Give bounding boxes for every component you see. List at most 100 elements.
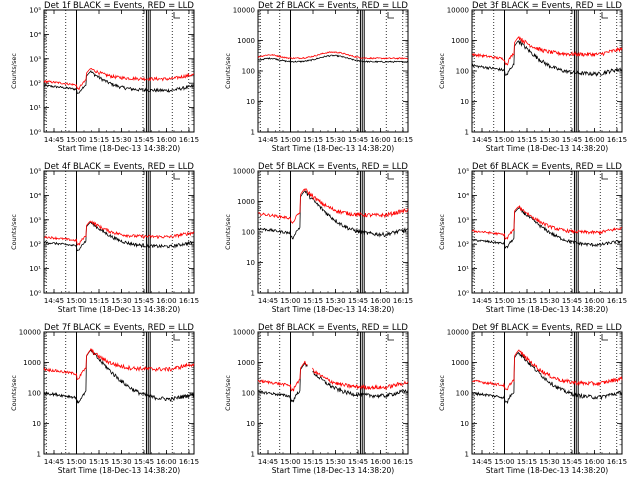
x-tick-label: 15:00	[494, 297, 514, 305]
x-tick-label: 15:00	[494, 458, 514, 466]
y-tick-label: 10²	[29, 241, 41, 249]
x-tick-label: 15:45	[562, 458, 582, 466]
x-tick-label: 16:15	[393, 297, 413, 305]
y-tick-label: 100	[242, 68, 255, 76]
panel-title: Det 2f BLACK = Events, RED = LLD	[258, 1, 408, 11]
y-tick-label: 10	[246, 420, 255, 428]
y-tick-label: 1000	[23, 359, 41, 367]
y-tick-label: 10⁰	[29, 129, 41, 137]
x-tick-label: 16:00	[156, 136, 176, 144]
series-line-events	[43, 70, 195, 94]
series-line-lld	[43, 67, 195, 91]
panel-title: Det 5f BLACK = Events, RED = LLD	[258, 162, 408, 172]
y-tick-label: 10	[460, 420, 469, 428]
y-tick-label: 100	[242, 390, 255, 398]
x-tick-label: 16:00	[156, 297, 176, 305]
y-tick-label: 10⁴	[457, 192, 469, 200]
plot-frame	[257, 9, 409, 133]
y-tick-label: 10000	[19, 329, 41, 337]
y-tick-label: 10²	[29, 80, 41, 88]
y-tick-label: 10¹	[29, 104, 41, 112]
x-tick-label: 15:45	[348, 297, 368, 305]
y-tick-label: 1	[251, 451, 255, 459]
x-tick-label: 15:15	[303, 136, 323, 144]
y-tick-label: 1000	[451, 359, 469, 367]
series-line-events	[471, 40, 623, 77]
series-line-events	[257, 54, 409, 64]
y-tick-label: 10²	[457, 241, 469, 249]
panel-1: Det 1f BLACK = Events, RED = LLD 10⁰ 10¹ 10…	[10, 1, 199, 153]
x-tick-label: 15:45	[348, 136, 368, 144]
panel-title: Det 6f BLACK = Events, RED = LLD	[472, 162, 622, 172]
corner-mark	[601, 173, 608, 180]
y-tick-label: 10	[460, 98, 469, 106]
y-axis-title: Counts/sec	[224, 214, 232, 250]
series-line-lld	[43, 348, 195, 381]
y-tick-label: 1	[37, 451, 41, 459]
x-tick-label: 15:15	[303, 458, 323, 466]
x-tick-label: 16:00	[370, 297, 390, 305]
plot-frame	[471, 170, 623, 294]
y-axis-title: Counts/sec	[10, 214, 18, 250]
x-tick-label: 15:15	[517, 458, 537, 466]
corner-mark	[387, 173, 394, 180]
x-tick-label: 16:00	[584, 458, 604, 466]
y-tick-label: 1000	[237, 198, 255, 206]
x-tick-label: 14:45	[44, 458, 64, 466]
y-tick-label: 100	[456, 68, 469, 76]
y-tick-label: 100	[28, 390, 41, 398]
x-tick-label: 15:00	[66, 458, 86, 466]
x-tick-label: 15:00	[280, 136, 300, 144]
y-tick-label: 10¹	[457, 265, 469, 273]
x-tick-label: 14:45	[44, 136, 64, 144]
y-tick-label: 1	[251, 290, 255, 298]
y-tick-label: 10⁵	[457, 168, 469, 176]
y-tick-label: 10⁰	[457, 290, 469, 298]
x-tick-label: 15:00	[280, 297, 300, 305]
series-line-events	[44, 349, 195, 404]
x-tick-label: 15:15	[517, 297, 537, 305]
panel-4: Det 4f BLACK = Events, RED = LLD 10⁰ 10¹ 10…	[10, 162, 199, 314]
series-line-events	[471, 207, 623, 250]
x-tick-label: 16:15	[607, 458, 627, 466]
corner-mark	[387, 334, 394, 341]
panel-title: Det 9f BLACK = Events, RED = LLD	[472, 323, 622, 333]
y-tick-label: 10¹	[29, 265, 41, 273]
x-tick-label: 15:30	[539, 136, 559, 144]
y-tick-label: 10	[32, 420, 41, 428]
y-tick-label: 100	[456, 390, 469, 398]
x-axis-title: Start Time (18-Dec-13 14:38:20)	[486, 305, 608, 314]
x-tick-label: 15:45	[134, 297, 154, 305]
y-axis-title: Counts/sec	[438, 375, 446, 411]
x-tick-label: 15:30	[325, 297, 345, 305]
x-axis-title: Start Time (18-Dec-13 14:38:20)	[58, 466, 180, 475]
y-tick-label: 10⁵	[29, 168, 41, 176]
series-line-lld	[471, 36, 623, 66]
x-tick-label: 14:45	[258, 458, 278, 466]
corner-mark	[173, 334, 180, 341]
y-tick-label: 10	[246, 98, 255, 106]
x-tick-label: 16:15	[179, 136, 199, 144]
y-axis-title: Counts/sec	[438, 214, 446, 250]
y-axis-title: Counts/sec	[224, 375, 232, 411]
x-tick-label: 15:30	[325, 458, 345, 466]
y-tick-label: 10000	[233, 7, 255, 15]
x-tick-label: 15:30	[111, 297, 131, 305]
y-tick-label: 10⁰	[29, 290, 41, 298]
x-tick-label: 15:30	[111, 458, 131, 466]
x-tick-label: 16:00	[370, 458, 390, 466]
x-axis-title: Start Time (18-Dec-13 14:38:20)	[486, 144, 608, 153]
series-line-lld	[257, 50, 409, 60]
x-axis-title: Start Time (18-Dec-13 14:38:20)	[272, 305, 394, 314]
x-tick-label: 16:15	[393, 458, 413, 466]
panel-7: Det 7f BLACK = Events, RED = LLD 1 10 100 10…	[10, 323, 199, 475]
x-tick-label: 15:45	[134, 136, 154, 144]
corner-mark	[387, 12, 394, 19]
x-axis-title: Start Time (18-Dec-13 14:38:20)	[272, 144, 394, 153]
series-line-lld	[257, 188, 409, 224]
panel-6: Det 6f BLACK = Events, RED = LLD 10⁰ 10¹ 10…	[438, 162, 627, 314]
x-tick-label: 16:00	[156, 458, 176, 466]
y-tick-label: 10	[246, 259, 255, 267]
panel-3: Det 3f BLACK = Events, RED = LLD 1 10 100 10…	[438, 1, 627, 153]
x-tick-label: 15:00	[280, 458, 300, 466]
